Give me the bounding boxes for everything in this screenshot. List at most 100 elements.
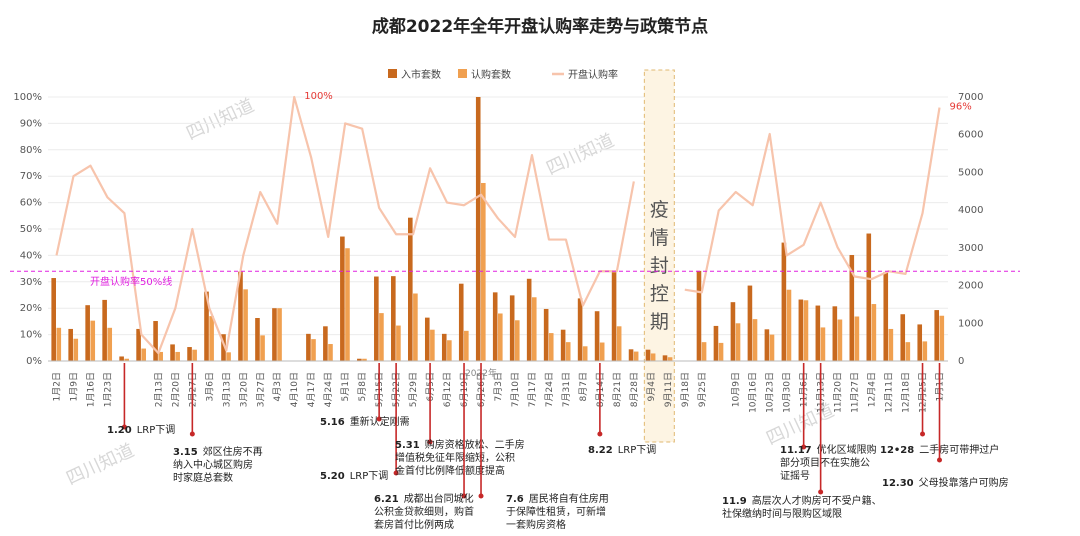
x-tick-label: 11月20日 [833,372,844,413]
annotation-line: 公积金贷款细则，购首 [374,505,474,518]
bar-listed-units [221,334,226,361]
bar-subscribed-units [447,340,452,361]
y-left-tick-label: 60% [20,198,42,209]
x-tick-label: 8月21日 [612,372,623,407]
bar-listed-units [85,305,90,361]
x-tick-label: 3月27日 [255,372,266,407]
bar-listed-units [866,233,872,361]
bar-listed-units [815,305,821,361]
bar-listed-units [730,302,736,361]
bar-subscribed-units [701,342,707,361]
bar-subscribed-units [922,341,928,361]
bar-subscribed-units [871,304,877,361]
bar-listed-units [526,278,532,361]
x-tick-label: 1月2日 [51,372,62,401]
annotation-date: 5.20 [320,471,345,482]
x-tick-label: 10月23日 [765,372,776,413]
bar-subscribed-units [56,327,62,361]
annotation-text: 12.30 父母投靠落户可购房 [882,476,1009,489]
bar-subscribed-units [599,342,605,361]
annotation-line: 增值税免征年限缩短，公积 [395,451,515,464]
bar-listed-units [119,356,124,361]
x-tick-label: 3月20日 [238,372,249,407]
bar-subscribed-units [379,313,384,361]
x-tick-label: 1月23日 [102,372,113,407]
x-tick-label: 7月31日 [561,372,572,407]
annotation-dot [189,431,195,437]
annotation-text: 6.21 成都出台同城化公积金贷款细则，购首套房首付比例两成 [374,492,474,531]
bar-listed-units [747,285,753,361]
annotation-line: 二手房可带押过户 [919,443,999,456]
x-tick-label: 5月29日 [408,372,419,407]
bar-listed-units [883,271,889,361]
rate-line [55,95,635,355]
annotation-line: 购房资格放松、二手房 [425,438,525,451]
policy-annotations: 1.20 LRP下调 3.15 郊区住房不再纳入中心城区购房时家庭总套数 5.16 重新认… [107,363,1009,531]
bar-subscribed-units [803,300,809,361]
annotation-date: 7.6 [506,494,524,505]
bar-subscribed-units [820,327,826,361]
bar-listed-units [272,308,277,361]
annotation-dot [801,444,807,450]
bar-subscribed-units [939,315,945,361]
bar-listed-units [458,283,464,361]
annotation-dot [818,489,824,495]
x-tick-label: 1月16日 [85,372,96,407]
x-tick-label: 4月17日 [306,372,317,407]
annotation-date: 12.30 [882,478,914,489]
annotation-dot [461,493,467,499]
annotation-text: 11.17 优化区域限购部分项目不在实施公证摇号 [780,443,877,482]
bar-subscribed-units [345,248,350,361]
bar-subscribed-units [73,338,79,361]
bar-listed-units [917,324,923,361]
x-tick-label: 9月4日 [646,372,657,401]
annotation-dot [597,431,603,437]
x-tick-label: 9月25日 [697,372,708,407]
annotation-line: 纳入中心城区购房 [173,458,253,471]
bar-listed-units [153,321,158,361]
x-tick-label: 10月30日 [782,372,793,413]
bar-listed-units [391,276,396,361]
x-tick-label: 3月13日 [221,372,232,407]
annotation-line: 于保障性租赁，可新增 [506,505,606,518]
y-axis-right: 0 1000 2000 3000 4000 5000 6000 7000 [958,92,983,367]
bar-listed-units [934,310,940,361]
bar-listed-units [323,326,328,361]
bar-subscribed-units [260,335,265,361]
annotation-line: 套房首付比例两成 [374,518,454,531]
bar-subscribed-units [633,351,639,361]
annotation-date: 5.31 [395,440,420,451]
y-left-tick-label: 30% [20,277,42,288]
bar-listed-units [102,299,107,361]
annotation-dot [427,439,433,445]
annotation-text: 1.20 LRP下调 [107,424,175,436]
x-tick-label: 4月10日 [289,372,300,407]
annotation-dot [478,493,484,499]
annotation-date: 11.9 [722,496,747,507]
bar-listed-units [306,333,311,361]
legend-label: 开盘认购率 [568,68,618,81]
x-tick-label: 5月8日 [357,372,368,401]
bar-subscribed-units [430,329,435,361]
x-tick-label: 10月16日 [748,372,759,413]
annotation-date: 11.17 [780,445,812,456]
y-left-tick-label: 40% [20,250,42,261]
reference-line-layer: 开盘认购率50%线 [10,270,1020,288]
bar-listed-units [51,278,56,361]
bar-subscribed-units [531,297,537,361]
annotation-line: 社保缴纳时间与限购区域限 [722,507,842,520]
bar-subscribed-units [192,349,197,361]
bar-subscribed-units [888,328,894,361]
x-tick-label: 2月20日 [170,372,181,407]
annotation-line: 居民将自有住房用 [529,492,609,505]
chart-title: 成都2022年全年开盘认购率走势与政策节点 [372,16,708,37]
annotation-text: 11.9 高层次人才购房可不受户籍、社保缴纳时间与限购区域限 [722,494,882,520]
annotation-line: 金首付比例降低额度提高 [395,464,505,477]
x-tick-label: 11月27日 [850,372,861,413]
y-left-tick-label: 20% [20,303,42,314]
bar-subscribed-units [769,334,775,361]
bar-subscribed-units [158,351,163,361]
bar-listed-units [662,355,668,361]
bar-subscribed-units [175,351,180,361]
annotation-line: LRP下调 [350,470,389,482]
